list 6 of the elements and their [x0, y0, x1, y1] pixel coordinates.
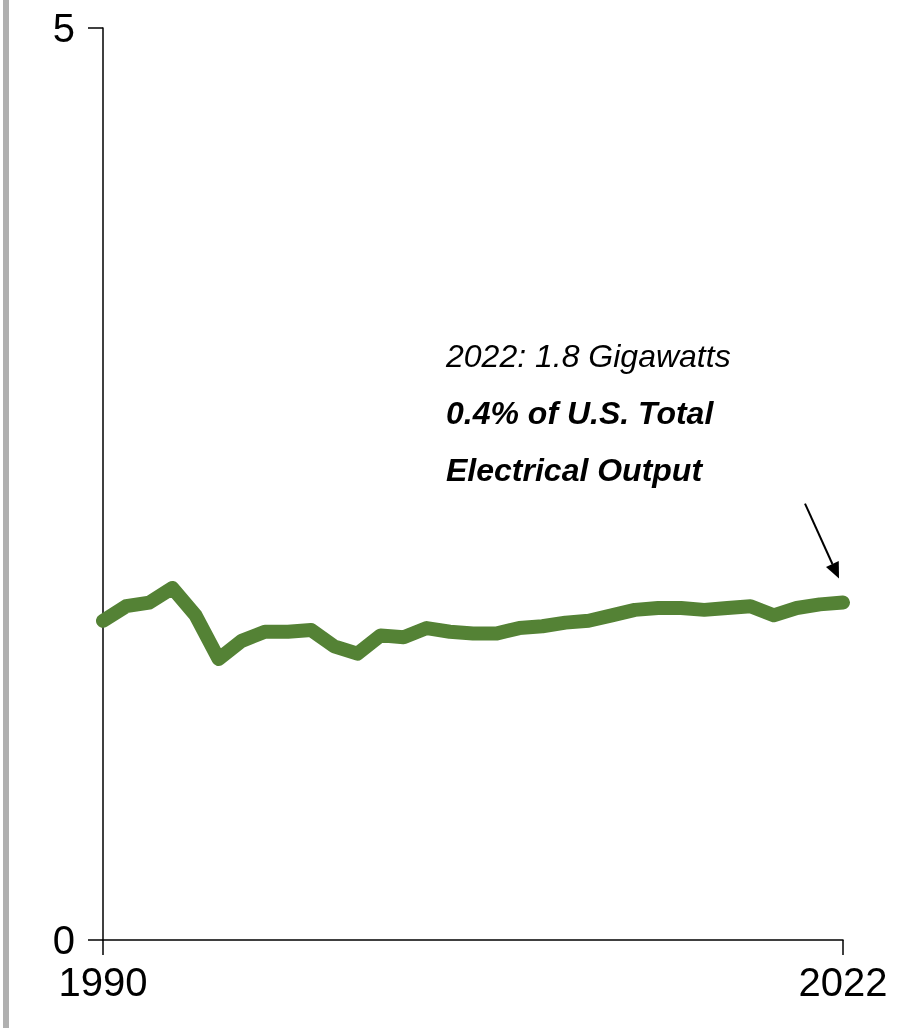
y-tick-label: 0 — [52, 918, 75, 962]
annotation: 0.4% of U.S. Total Electrical Output — [446, 395, 723, 489]
x-tick-label: 1990 — [58, 960, 148, 1004]
y-tick-label: 5 — [52, 6, 75, 50]
annotation: 2022: 1.8 Gigawatts — [445, 338, 731, 375]
x-tick-label: 2022 — [798, 960, 888, 1004]
